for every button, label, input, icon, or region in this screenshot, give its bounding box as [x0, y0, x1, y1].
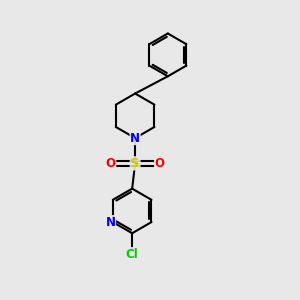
Text: O: O — [154, 157, 164, 170]
Text: N: N — [130, 132, 140, 145]
Text: Cl: Cl — [126, 248, 139, 260]
Text: S: S — [130, 157, 140, 170]
Text: N: N — [106, 216, 116, 229]
Text: O: O — [106, 157, 116, 170]
Text: N: N — [130, 132, 140, 145]
